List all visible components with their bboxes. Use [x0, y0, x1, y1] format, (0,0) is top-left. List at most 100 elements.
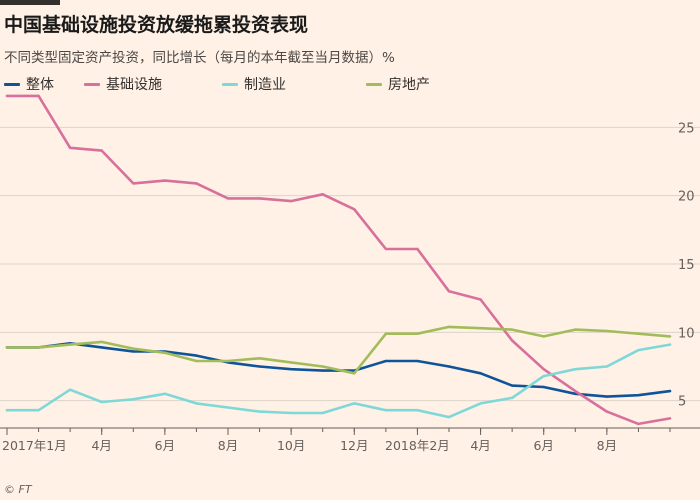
data-point-manufacturing-2017-06 [163, 392, 167, 396]
data-point-infrastructure-2018-10 [668, 417, 672, 420]
x-tick-label-2017-08: 8月 [218, 438, 238, 453]
data-point-overall-2017-11 [321, 369, 324, 372]
data-point-overall-2018-02 [416, 359, 419, 363]
data-point-real-estate-2018-07 [574, 328, 577, 331]
data-point-manufacturing-2017-04 [100, 400, 103, 404]
data-point-real-estate-2017-10 [289, 361, 293, 364]
data-point-infrastructure-2017-07 [195, 182, 198, 185]
data-point-manufacturing-2017-12 [353, 402, 356, 405]
legend-label-infrastructure: 基础设施 [106, 77, 162, 93]
data-point-infrastructure-2018-05 [510, 339, 514, 342]
data-point-manufacturing-2018-10 [668, 343, 672, 346]
legend-label-real-estate: 房地产 [388, 77, 430, 93]
data-point-manufacturing-2017-02 [37, 409, 40, 412]
data-point-manufacturing-2017-11 [321, 411, 324, 415]
data-point-manufacturing-2018-04 [479, 402, 482, 405]
data-point-infrastructure-2018-09 [637, 422, 640, 426]
x-tick-label-2017-10: 10月 [277, 438, 305, 453]
data-point-real-estate-2017-12 [353, 372, 356, 375]
data-point-infrastructure-2017-09 [258, 197, 261, 200]
data-point-infrastructure-2018-06 [542, 368, 545, 371]
data-point-manufacturing-2017-01 [5, 409, 9, 412]
data-point-real-estate-2017-05 [132, 347, 135, 350]
data-point-overall-2017-09 [258, 365, 261, 368]
y-tick-label-15: 15 [678, 258, 695, 273]
header-accent-bar [0, 0, 60, 5]
x-tick-label-2018-06: 6月 [533, 438, 553, 453]
data-point-real-estate-2017-09 [258, 357, 261, 360]
data-point-manufacturing-2017-03 [68, 388, 72, 391]
x-tick-label-2017-01: 2017年1月 [2, 438, 67, 453]
data-point-overall-2018-06 [542, 385, 545, 389]
data-point-real-estate-2017-07 [195, 359, 198, 363]
chart-title: 中国基础设施投资放缓拖累投资表现 [4, 14, 309, 36]
data-point-infrastructure-2017-02 [37, 94, 40, 98]
data-point-infrastructure-2017-01 [5, 94, 9, 98]
data-point-infrastructure-2017-11 [321, 193, 324, 196]
data-point-real-estate-2018-09 [637, 332, 640, 335]
data-point-real-estate-2018-08 [605, 329, 609, 333]
legend-item-overall: 整体 [4, 74, 54, 94]
legend-swatch-overall [4, 82, 20, 86]
data-point-infrastructure-2017-06 [163, 179, 167, 182]
data-point-overall-2018-10 [668, 389, 672, 393]
data-point-real-estate-2017-04 [100, 340, 103, 344]
x-tick-label-2018-08: 8月 [597, 438, 617, 453]
data-point-real-estate-2018-05 [510, 328, 514, 331]
data-point-real-estate-2017-03 [68, 343, 72, 346]
data-point-infrastructure-2017-04 [100, 149, 103, 152]
y-tick-label-5: 5 [678, 395, 686, 410]
data-point-infrastructure-2018-03 [447, 290, 451, 293]
data-point-overall-2018-04 [479, 372, 482, 375]
data-point-overall-2018-09 [637, 394, 640, 397]
x-tick-label-2017-04: 4月 [91, 438, 111, 453]
x-tick-label-2017-06: 6月 [155, 438, 175, 453]
data-point-real-estate-2018-06 [542, 335, 545, 338]
data-point-overall-2018-03 [447, 365, 451, 368]
data-point-overall-2018-05 [510, 384, 514, 387]
data-point-real-estate-2017-06 [163, 351, 167, 355]
y-tick-label-25: 25 [678, 121, 695, 136]
data-point-manufacturing-2017-08 [226, 406, 230, 409]
data-point-real-estate-2018-02 [416, 332, 419, 335]
data-point-infrastructure-2017-10 [289, 199, 293, 203]
series-line-real-estate [5, 325, 672, 375]
data-point-real-estate-2018-10 [668, 335, 672, 338]
data-point-real-estate-2017-01 [5, 346, 9, 349]
legend-item-infrastructure: 基础设施 [84, 74, 162, 94]
x-tick-label-2018-04: 4月 [470, 438, 490, 453]
legend-swatch-infrastructure [84, 82, 100, 86]
legend-item-manufacturing: 制造业 [222, 74, 286, 94]
data-point-manufacturing-2018-01 [384, 409, 388, 412]
data-point-manufacturing-2018-05 [510, 396, 514, 400]
data-point-overall-2018-07 [574, 392, 577, 396]
chart-subtitle: 不同类型固定资产投资，同比增长（每月的本年截至当月数据）% [4, 50, 395, 66]
data-point-overall-2018-08 [605, 395, 609, 398]
chart-legend: 整体 基础设施 制造业 房地产 [0, 74, 700, 96]
data-point-real-estate-2018-04 [479, 327, 482, 330]
data-point-overall-2018-01 [384, 359, 388, 363]
source-credit: © FT [4, 483, 32, 496]
y-tick-label-10: 10 [678, 326, 695, 341]
legend-label-overall: 整体 [26, 77, 54, 93]
data-point-infrastructure-2017-05 [132, 182, 135, 185]
data-point-real-estate-2017-08 [226, 359, 230, 363]
data-point-manufacturing-2018-09 [637, 348, 640, 352]
data-point-real-estate-2018-01 [384, 332, 388, 335]
data-point-infrastructure-2018-08 [605, 410, 609, 413]
data-point-infrastructure-2018-07 [574, 389, 577, 393]
data-point-manufacturing-2018-07 [574, 368, 577, 371]
legend-item-real-estate: 房地产 [366, 74, 430, 94]
data-point-overall-2017-10 [289, 368, 293, 371]
data-point-infrastructure-2017-12 [353, 208, 356, 211]
data-point-manufacturing-2017-09 [258, 410, 261, 413]
data-point-infrastructure-2018-04 [479, 298, 482, 301]
data-point-manufacturing-2017-05 [132, 398, 135, 401]
data-point-manufacturing-2018-03 [447, 415, 451, 419]
data-point-manufacturing-2017-07 [195, 402, 198, 405]
data-point-manufacturing-2018-02 [416, 409, 419, 412]
x-tick-label-2018-02: 2018年2月 [385, 438, 450, 453]
data-point-real-estate-2017-02 [37, 346, 40, 349]
data-point-infrastructure-2018-02 [416, 247, 419, 251]
